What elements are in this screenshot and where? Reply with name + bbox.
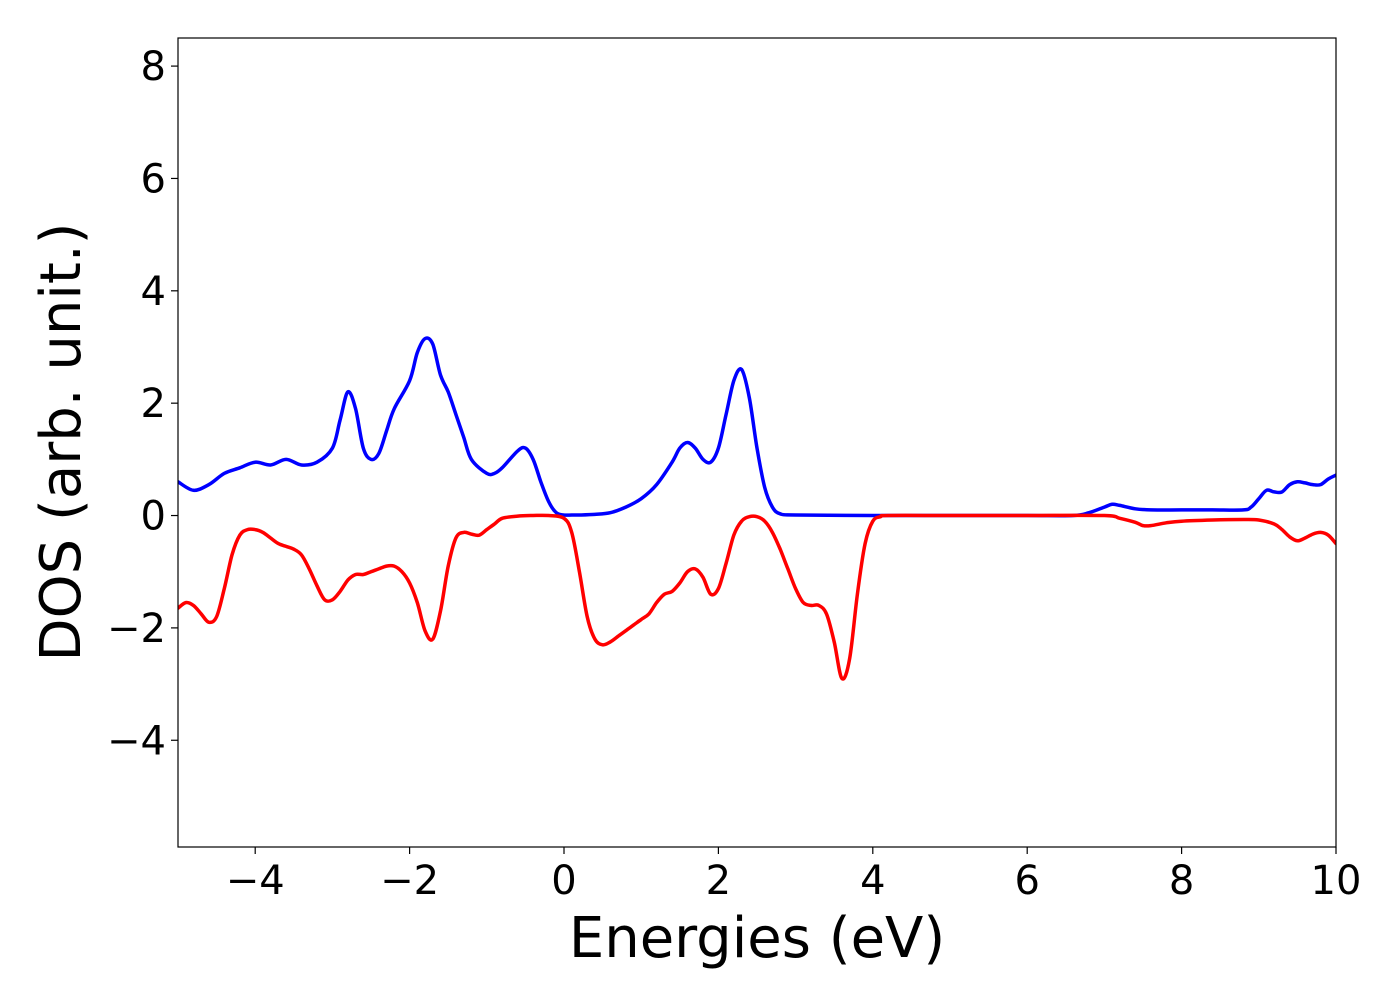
x-tick-label: −2 [380,858,439,904]
x-axis: −4 −2 0 2 4 6 8 10 [226,847,1362,904]
y-tick-label: −4 [107,718,166,764]
y-tick-label: 8 [141,44,166,90]
y-axis-label: DOS (arb. unit.) [29,222,94,661]
y-tick-label: 6 [141,156,166,202]
series-layer [178,336,1336,681]
series-line-1 [178,336,1336,518]
plot-frame [177,37,1337,848]
y-tick-label: 4 [141,269,166,315]
x-tick-label: 6 [1014,858,1039,904]
x-tick-label: 10 [1311,858,1362,904]
series-line-2 [178,513,1336,681]
x-tick-label: −4 [226,858,285,904]
x-axis-label: Energies (eV) [569,906,945,971]
y-tick-label: 2 [141,381,166,427]
x-tick-label: 4 [860,858,885,904]
x-tick-label: 2 [706,858,731,904]
y-tick-label: 0 [141,494,166,540]
x-tick-label: 8 [1169,858,1194,904]
x-tick-label: 0 [551,858,576,904]
y-axis: −4 −2 0 2 4 6 8 [107,44,178,764]
y-tick-label: −2 [107,606,166,652]
